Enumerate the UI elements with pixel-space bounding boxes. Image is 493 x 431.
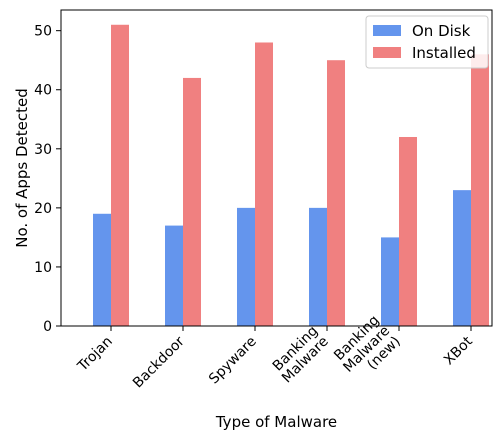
x-tick-label-line: Backdoor [130,333,188,391]
bar-installed-2 [255,42,273,326]
y-axis-title: No. of Apps Detected [13,88,31,248]
bar-installed-1 [183,77,201,326]
bar-installed-4 [399,136,417,326]
bar-on-disk-2 [237,207,255,326]
legend-swatch [373,47,401,58]
x-tick-label: XBot [441,333,476,368]
bar-installed-3 [327,60,345,327]
bar-installed-5 [471,54,489,326]
bars-layer [93,24,489,327]
y-tick-label: 40 [34,83,52,99]
legend-label: Installed [412,44,476,62]
x-tick-label: Backdoor [130,333,188,391]
y-tick-label: 20 [34,201,52,217]
bar-on-disk-3 [309,207,327,326]
y-tick-label: 10 [34,260,52,276]
x-tick-label: BankingMalware [268,323,331,386]
y-tick-label: 30 [34,142,52,158]
x-tick-label: Trojan [74,334,116,376]
y-axis: 0 10 20 30 40 50 [34,24,61,335]
y-tick-label: 0 [43,319,52,335]
x-tick-label-line: Spyware [206,334,260,388]
bar-installed-0 [111,24,129,326]
y-tick-label: 50 [34,24,52,40]
x-tick-label-line: Trojan [74,334,116,376]
x-tick-label-line: XBot [441,333,476,368]
bar-on-disk-5 [453,190,471,326]
legend: On Disk Installed [365,15,489,69]
bar-on-disk-0 [93,213,111,326]
bar-on-disk-4 [381,237,399,326]
x-tick-label: Spyware [206,334,260,388]
bar-on-disk-1 [165,225,183,326]
x-axis-title: Type of Malware [215,413,337,431]
legend-swatch [373,25,401,36]
legend-label: On Disk [412,22,471,40]
plot-frame [60,9,493,327]
